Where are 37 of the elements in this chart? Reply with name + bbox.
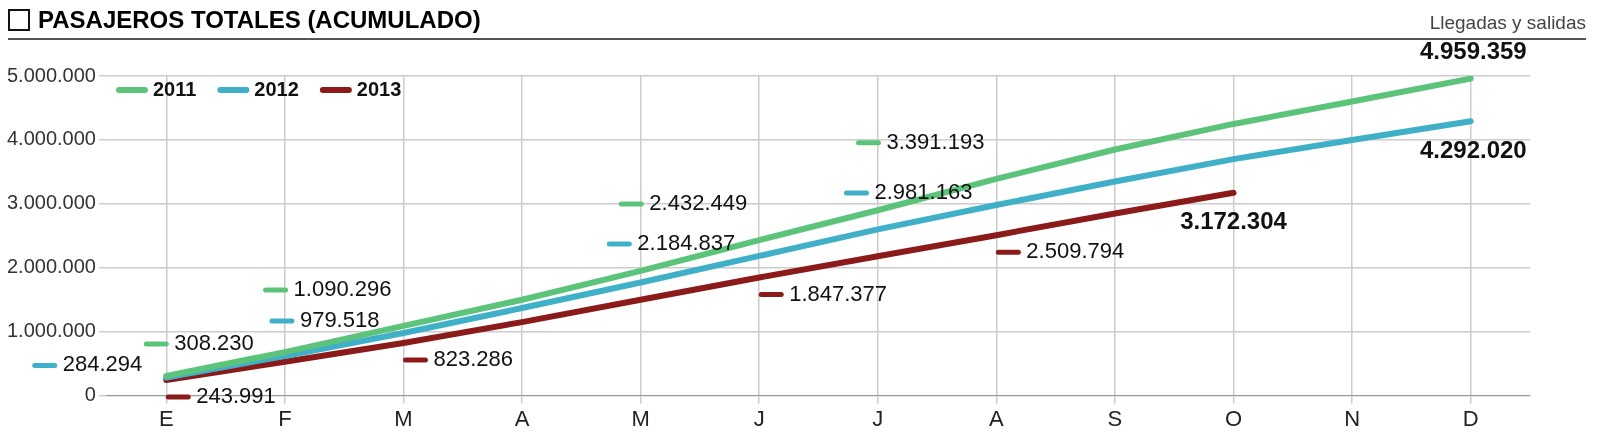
data-label: 1.847.377 [789,280,888,306]
x-tick-label: N [1344,405,1361,431]
legend-label: 2012 [254,77,299,100]
x-tick-label: S [1107,405,1123,431]
x-tick-label: J [753,405,765,431]
data-label: 4.959.359 [1419,37,1527,65]
data-label: 1.090.296 [293,275,392,301]
x-tick-label: F [278,405,292,431]
x-tick-label: A [989,405,1005,431]
data-label: 2.509.794 [1026,238,1125,264]
y-tick-label: 1.000.000 [6,319,96,342]
data-label: 823.286 [433,346,513,372]
y-tick-label: 0 [84,383,96,406]
y-tick-label: 2.000.000 [6,255,96,278]
x-tick-label: M [631,405,650,431]
data-label: 284.294 [62,351,143,377]
data-label: 979.518 [299,307,380,333]
chart-subtitle: Llegadas y salidas [1429,12,1586,34]
x-tick-label: M [394,405,413,431]
x-tick-label: E [158,405,174,431]
legend-label: 2011 [152,77,197,100]
data-label: 2.432.449 [649,190,748,216]
data-label: 3.172.304 [1180,207,1288,235]
x-tick-label: A [514,405,530,431]
chart-title: PASAJEROS TOTALES (ACUMULADO) [38,6,481,34]
data-label: 4.292.020 [1419,135,1527,163]
data-label: 243.991 [196,383,276,409]
x-tick-label: D [1462,405,1479,431]
y-tick-label: 4.000.000 [6,127,96,150]
y-tick-label: 3.000.000 [6,191,96,214]
y-tick-label: 5.000.000 [6,63,96,86]
legend-label: 2013 [356,77,402,100]
x-tick-label: O [1224,405,1243,431]
data-label: 308.230 [174,329,254,355]
x-tick-label: J [872,405,884,431]
data-label: 3.391.193 [886,128,985,154]
data-label: 2.184.837 [637,230,736,256]
